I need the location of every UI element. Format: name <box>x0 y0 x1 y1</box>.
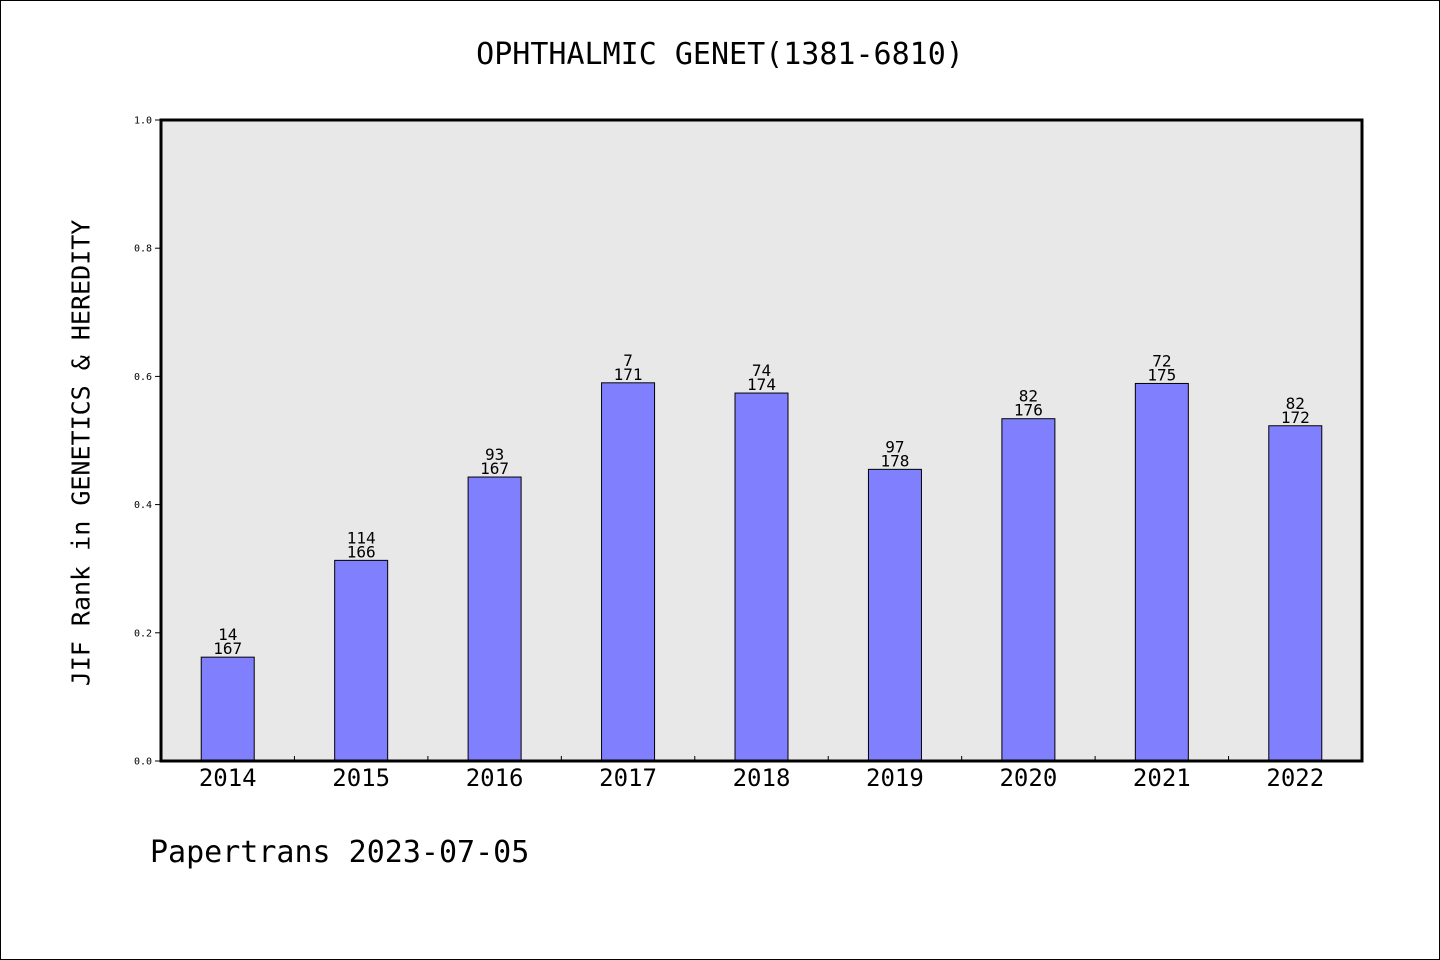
bar-2014 <box>200 656 255 762</box>
bar-rank-label: 82 <box>1019 387 1038 406</box>
bar-rank-label: 97 <box>885 437 904 456</box>
chart-title: OPHTHALMIC GENET(1381-6810) <box>476 37 964 72</box>
bar-2020 <box>1001 418 1056 762</box>
y-tick-label: 0.6 <box>134 372 152 383</box>
bar-total-label: 176 <box>1014 401 1043 420</box>
bar-2015 <box>334 559 389 762</box>
bar-total-label: 166 <box>347 542 376 561</box>
bar-total-label: 174 <box>747 375 776 394</box>
bar-total-label: 175 <box>1147 365 1176 384</box>
bar-rank-label: 114 <box>347 528 376 547</box>
bar-rank-label: 14 <box>218 625 237 644</box>
y-tick-label: 0.4 <box>134 500 152 511</box>
bar-rank-label: 7 <box>623 351 633 370</box>
x-tick-label: 2014 <box>199 764 257 792</box>
y-tick-label: 0.8 <box>134 244 152 255</box>
bar-rank-label: 72 <box>1152 351 1171 370</box>
footer-credit: Papertrans 2023-07-05 <box>150 835 530 870</box>
bar-2019 <box>867 468 922 762</box>
y-tick-label: 0.2 <box>134 628 152 639</box>
bar-2021 <box>1134 382 1189 762</box>
x-tick-label: 2017 <box>599 764 657 792</box>
bar-total-label: 178 <box>880 451 909 470</box>
y-tick-label: 0.0 <box>134 757 152 768</box>
bar-2017 <box>601 382 656 762</box>
x-tick-label: 2018 <box>733 764 791 792</box>
bar-rank-label: 82 <box>1286 394 1305 413</box>
x-tick-label: 2022 <box>1266 764 1324 792</box>
x-tick-label: 2020 <box>999 764 1057 792</box>
bar-total-label: 171 <box>614 365 643 384</box>
x-tick-label: 2019 <box>866 764 924 792</box>
bar-2022 <box>1268 425 1323 762</box>
x-tick-label: 2015 <box>332 764 390 792</box>
bar-2018 <box>734 392 789 762</box>
bar-rank-label: 93 <box>485 445 504 464</box>
y-tick-label: 1.0 <box>134 116 152 127</box>
bar-total-label: 172 <box>1281 408 1310 427</box>
bar-total-label: 167 <box>213 639 242 658</box>
x-tick-label: 2016 <box>466 764 524 792</box>
bar-total-label: 167 <box>480 459 509 478</box>
bar-rank-label: 74 <box>752 361 771 380</box>
bar-2016 <box>467 476 522 762</box>
plot-border <box>159 118 1364 763</box>
x-tick-label: 2021 <box>1133 764 1191 792</box>
